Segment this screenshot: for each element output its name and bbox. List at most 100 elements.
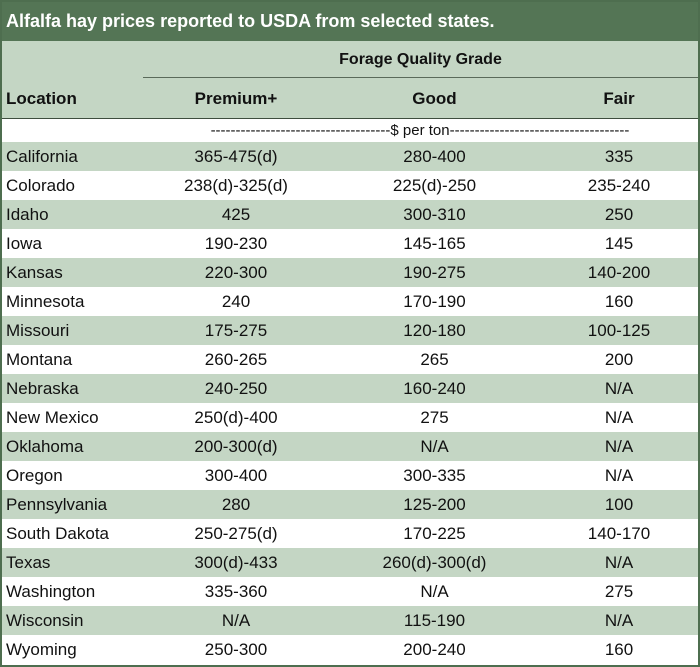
units-label: ------------------------------------$ pe… [210,122,630,139]
premium-cell: N/A [221,611,251,630]
table-row: South Dakota 250-275(d) 170-225 140-170 [2,519,698,548]
location-cell: Wyoming [6,640,77,659]
table-row: Kansas 220-300 190-275 140-200 [2,258,698,287]
location-cell: Colorado [6,176,75,195]
premium-cell: 238(d)-325(d) [184,176,288,195]
table-row: Texas 300(d)-433 260(d)-300(d) N/A [2,548,698,577]
fair-cell: 100 [604,495,634,514]
fair-cell: 335 [604,147,634,166]
good-cell: 170-225 [403,524,466,543]
table-row: Missouri 175-275 120-180 100-125 [2,316,698,345]
group-divider [143,77,698,78]
good-cell: 190-275 [403,263,466,282]
premium-cell: 220-300 [204,263,268,282]
location-cell: Texas [6,553,51,572]
good-header: Good [412,89,457,108]
fair-cell: N/A [604,379,634,398]
table-row: New Mexico 250(d)-400 275 N/A [2,403,698,432]
fair-cell: 250 [604,205,634,224]
table-header: Forage Quality Grade Location Premium+ G… [2,41,698,118]
fair-header: Fair [603,89,635,108]
location-cell: Missouri [6,321,70,340]
table-row: Oregon 300-400 300-335 N/A [2,461,698,490]
location-cell: Iowa [6,234,42,253]
good-cell: 200-240 [403,640,466,659]
good-cell: 260(d)-300(d) [382,553,487,572]
good-cell: 145-165 [403,234,466,253]
table-row: Pennsylvania 280 125-200 100 [2,490,698,519]
table-row: Montana 260-265 265 200 [2,345,698,374]
table-row: Wisconsin N/A 115-190 N/A [2,606,698,635]
location-cell: Oregon [6,466,63,485]
premium-cell: 425 [221,205,251,224]
table-row: Oklahoma 200-300(d) N/A N/A [2,432,698,461]
location-cell: South Dakota [6,524,110,543]
premium-header: Premium+ [194,89,278,108]
fair-cell: 160 [604,640,634,659]
location-cell: Kansas [6,263,63,282]
location-cell: Pennsylvania [6,495,108,514]
premium-cell: 200-300(d) [194,437,278,456]
good-cell: 160-240 [403,379,466,398]
location-header: Location [6,89,77,108]
fair-cell: 275 [604,582,634,601]
table-row: Wyoming 250-300 200-240 160 [2,635,698,664]
table-row: Iowa 190-230 145-165 145 [2,229,698,258]
fair-cell: 140-170 [587,524,651,543]
table-title: Alfalfa hay prices reported to USDA from… [2,2,698,41]
premium-cell: 250-275(d) [194,524,278,543]
good-cell: 275 [420,408,449,427]
units-row: ------------------------------------$ pe… [2,118,698,142]
location-cell: New Mexico [6,408,99,427]
premium-cell: 300(d)-433 [194,553,278,572]
location-cell: Oklahoma [6,437,84,456]
premium-cell: 190-230 [204,234,268,253]
good-cell: 265 [420,350,449,369]
location-cell: Minnesota [6,292,85,311]
premium-cell: 365-475(d) [194,147,278,166]
table-body: California 365-475(d) 280-400 335 Colorado 23… [2,142,698,664]
good-cell: 280-400 [403,147,466,166]
good-cell: 120-180 [403,321,466,340]
premium-cell: 335-360 [204,582,268,601]
fair-cell: 100-125 [587,321,651,340]
fair-cell: N/A [604,408,634,427]
table-row: Minnesota 240 170-190 160 [2,287,698,316]
premium-cell: 300-400 [204,466,268,485]
location-cell: Washington [6,582,96,601]
location-cell: Wisconsin [6,611,84,630]
good-cell: 300-335 [403,466,466,485]
location-cell: Montana [6,350,73,369]
location-cell: California [6,147,78,166]
fair-cell: N/A [604,466,634,485]
good-cell: 225(d)-250 [392,176,477,195]
fair-cell: 160 [604,292,634,311]
good-cell: 170-190 [403,292,466,311]
table-row: Washington 335-360 N/A 275 [2,577,698,606]
table-row: Idaho 425 300-310 250 [2,200,698,229]
premium-cell: 280 [221,495,251,514]
good-cell: 125-200 [403,495,466,514]
location-cell: Nebraska [6,379,79,398]
group-header: Forage Quality Grade [339,51,502,68]
table-row: Colorado 238(d)-325(d) 225(d)-250 235-240 [2,171,698,200]
premium-cell: 250(d)-400 [194,408,278,427]
fair-cell: 140-200 [587,263,651,282]
location-cell: Idaho [6,205,49,224]
fair-cell: N/A [604,553,634,572]
good-cell: 300-310 [403,205,466,224]
fair-cell: 200 [604,350,634,369]
good-cell: N/A [420,582,449,601]
premium-cell: 175-275 [204,321,268,340]
good-cell: 115-190 [403,611,466,630]
premium-cell: 240-250 [204,379,268,398]
fair-cell: 235-240 [587,176,651,195]
premium-cell: 240 [221,292,251,311]
good-cell: N/A [420,437,449,456]
fair-cell: N/A [604,437,634,456]
fair-cell: N/A [604,611,634,630]
premium-cell: 260-265 [204,350,268,369]
table-row: California 365-475(d) 280-400 335 [2,142,698,171]
fair-cell: 145 [604,234,634,253]
